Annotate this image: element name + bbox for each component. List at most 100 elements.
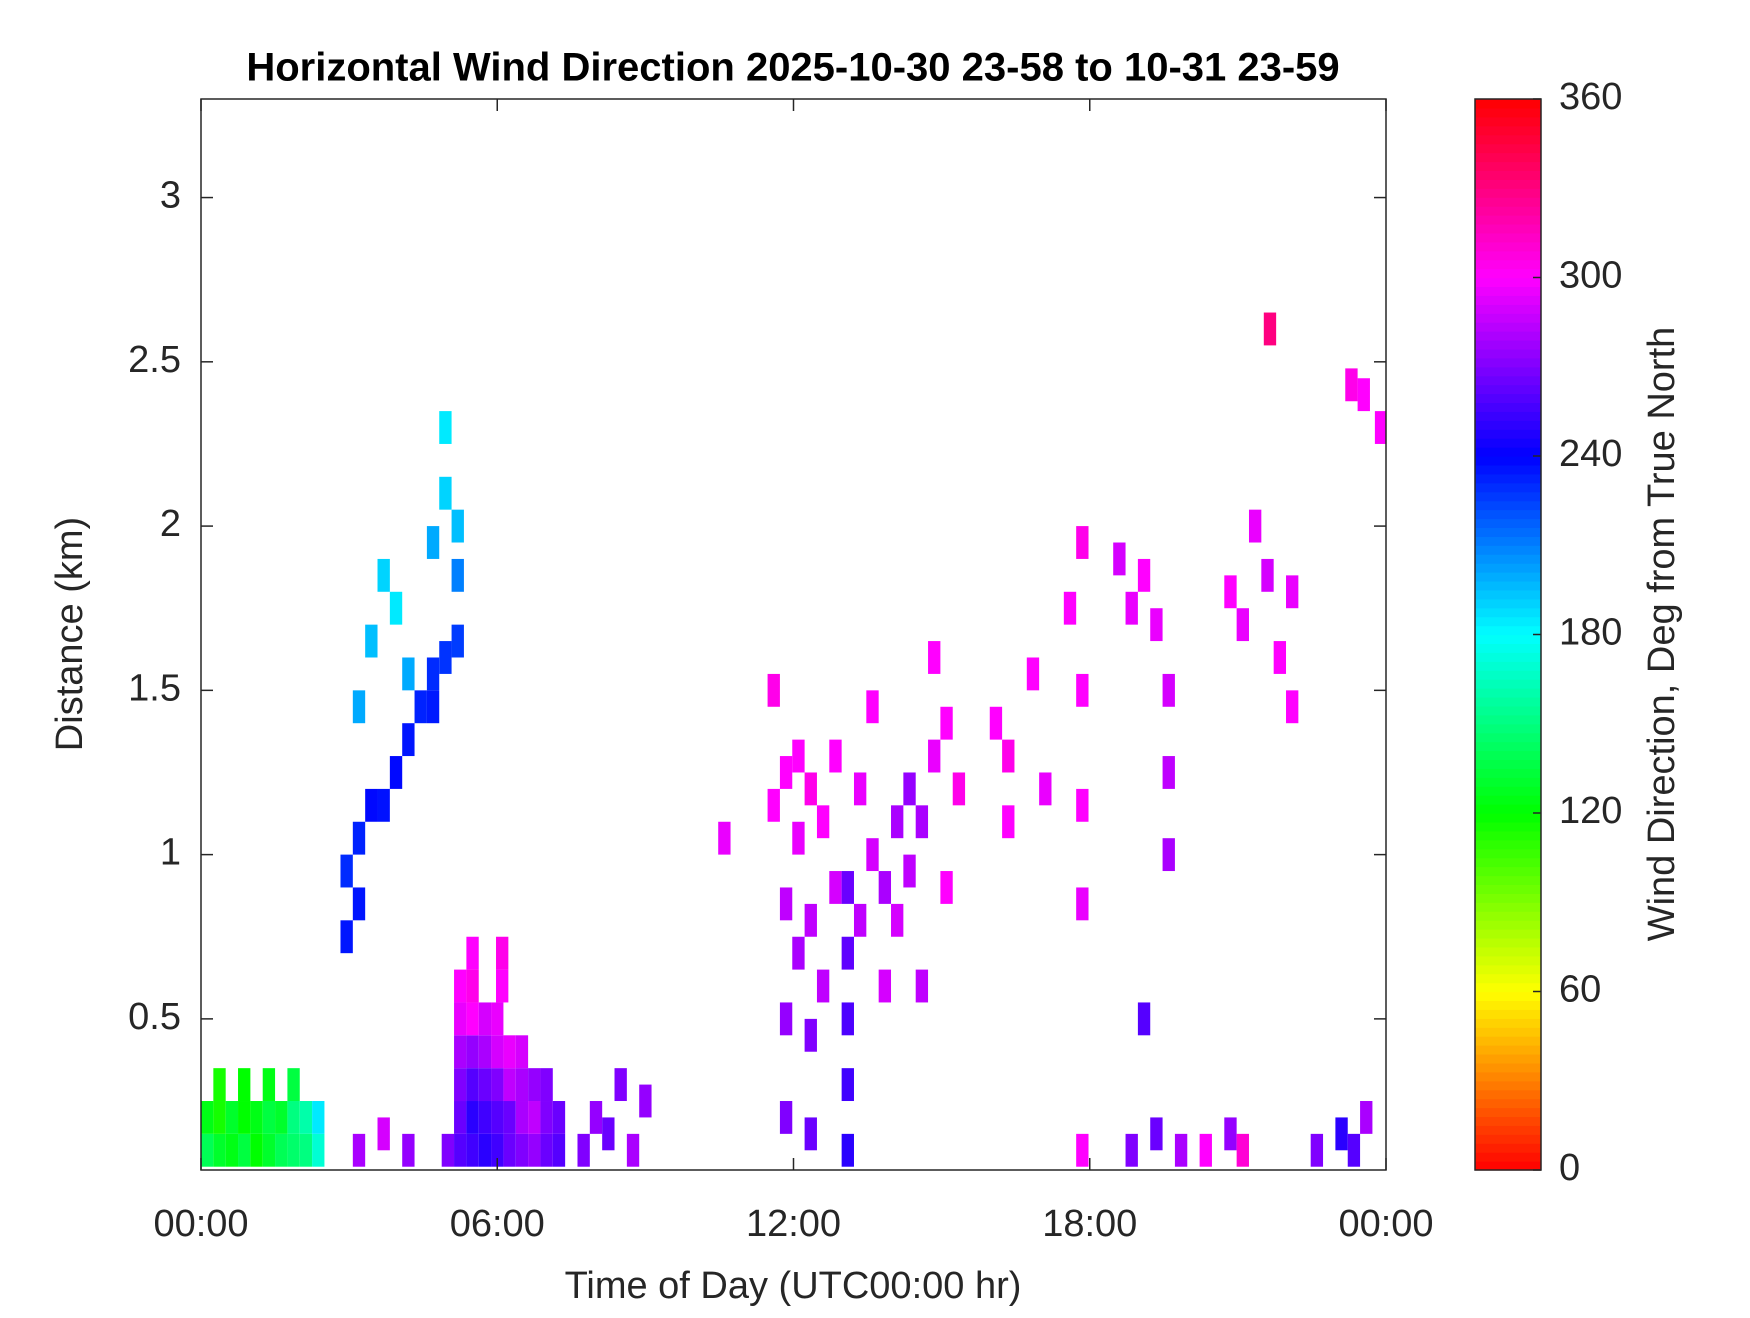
heatmap-cell: [299, 1133, 313, 1167]
heatmap-cell: [1150, 1117, 1163, 1151]
colorbar-swatch: [1475, 607, 1541, 618]
heatmap-cell: [377, 1117, 390, 1151]
heatmap-cell: [515, 1035, 529, 1069]
colorbar-swatch: [1475, 786, 1541, 796]
heatmap-cell: [466, 1068, 479, 1102]
heatmap-cell: [312, 1101, 325, 1134]
colorbar-swatch: [1475, 1009, 1541, 1019]
heatmap-cell: [540, 1068, 553, 1102]
heatmap-cell: [1174, 1133, 1188, 1167]
heatmap-cell: [402, 723, 415, 757]
heatmap-cell: [1261, 558, 1274, 592]
y-tick-label: 2: [160, 503, 181, 545]
colorbar-swatch: [1475, 393, 1541, 404]
heatmap-cell: [389, 756, 403, 789]
heatmap-cell: [878, 969, 892, 1003]
colorbar-swatch: [1475, 696, 1541, 707]
colorbar-swatch: [1475, 179, 1541, 189]
heatmap-cell: [540, 1133, 553, 1167]
heatmap-cell: [213, 1101, 226, 1134]
heatmap-cell: [377, 558, 390, 592]
heatmap-cell: [365, 624, 378, 658]
heatmap-cell: [491, 1133, 504, 1167]
colorbar-swatch: [1475, 259, 1541, 270]
heatmap-cell: [779, 1002, 793, 1036]
heatmap-cell: [287, 1133, 300, 1167]
heatmap-cell: [626, 1133, 640, 1167]
heatmap-cell: [792, 739, 805, 773]
heatmap-cell: [903, 772, 916, 806]
heatmap-cell: [639, 1084, 652, 1118]
heatmap-cell: [903, 854, 916, 888]
heatmap-cell: [503, 1133, 516, 1167]
colorbar-swatch: [1475, 768, 1541, 778]
colorbar-swatch: [1475, 500, 1541, 511]
colorbar-swatch: [1475, 1125, 1541, 1135]
heatmap-cell: [402, 657, 415, 691]
heatmap-cell: [515, 1068, 529, 1102]
heatmap-cell: [515, 1101, 529, 1134]
colorbar-swatch: [1475, 518, 1541, 528]
heatmap-cell: [841, 1133, 854, 1167]
heatmap-cell: [496, 969, 509, 1003]
heatmap-cell: [1286, 690, 1299, 724]
heatmap-cell: [792, 821, 805, 855]
heatmap-cell: [1162, 673, 1175, 707]
x-tick-label: 18:00: [1042, 1203, 1137, 1245]
colorbar-swatch: [1475, 937, 1541, 948]
colorbar-swatch: [1475, 857, 1541, 868]
heatmap-cell: [866, 838, 879, 872]
colorbar-swatch: [1475, 107, 1541, 118]
heatmap-cell: [225, 1133, 239, 1167]
colorbar-swatch: [1475, 598, 1541, 609]
heatmap-cell: [767, 788, 780, 822]
colorbar-swatch: [1475, 991, 1541, 1002]
heatmap-cell: [275, 1133, 288, 1167]
colorbar-swatch: [1475, 170, 1541, 180]
heatmap-cell: [841, 1068, 854, 1102]
colorbar-swatch: [1475, 420, 1541, 430]
colorbar-swatch: [1475, 813, 1541, 823]
heatmap-cell: [287, 1101, 300, 1134]
colorbar-swatch: [1475, 545, 1541, 555]
colorbar-swatch: [1475, 286, 1541, 296]
colorbar-swatch: [1475, 402, 1541, 412]
colorbar-swatch: [1475, 625, 1541, 636]
heatmap-cell: [352, 821, 366, 855]
heatmap-cell: [940, 871, 953, 904]
heatmap-cell: [454, 1035, 467, 1069]
heatmap-cell: [503, 1035, 516, 1069]
heatmap-cell: [1125, 591, 1138, 625]
heatmap-cell: [389, 591, 403, 625]
heatmap-cell: [1286, 575, 1299, 609]
colorbar-swatch: [1475, 875, 1541, 885]
heatmap-cell: [491, 1068, 504, 1102]
heatmap-cell: [451, 624, 464, 658]
heatmap-cell: [426, 657, 440, 691]
heatmap-cell: [439, 476, 452, 510]
colorbar-swatch: [1475, 723, 1541, 734]
colorbar-swatch: [1475, 714, 1541, 725]
heatmap-cell: [466, 936, 479, 970]
heatmap-cell: [841, 936, 854, 970]
heatmap-cell: [454, 1133, 467, 1167]
colorbar-swatch: [1475, 1062, 1541, 1073]
colorbar-swatch: [1475, 1027, 1541, 1037]
colorbar-swatch: [1475, 821, 1541, 832]
heatmap-cell: [1199, 1133, 1212, 1167]
heatmap-cell: [816, 969, 830, 1003]
colorbar-swatch: [1475, 634, 1541, 645]
heatmap-cell: [1113, 542, 1126, 576]
colorbar-swatch: [1475, 732, 1541, 743]
heatmap-cell: [853, 772, 867, 806]
colorbar-swatch: [1475, 527, 1541, 537]
heatmap-cell: [718, 821, 731, 855]
colorbar-swatch: [1475, 1045, 1541, 1055]
colorbar-swatch: [1475, 206, 1541, 216]
heatmap-cell: [928, 641, 941, 674]
y-tick-label: 2.5: [128, 339, 181, 381]
colorbar-swatch: [1475, 232, 1541, 243]
colorbar-swatch: [1475, 295, 1541, 305]
colorbar-swatch: [1475, 134, 1541, 145]
